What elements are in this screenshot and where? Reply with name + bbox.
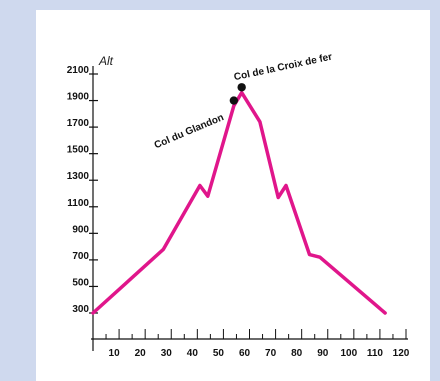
y-tick-label: 900 bbox=[72, 224, 89, 235]
chart-panel: 300 500 700 900 1100 1300 1500 1700 1900 2100 10 2… bbox=[36, 10, 430, 381]
y-tick-label: 1700 bbox=[67, 118, 90, 129]
y-tick-label: 700 bbox=[72, 251, 89, 262]
x-tick-label: 40 bbox=[187, 348, 199, 359]
summit-label: Col du Glandon bbox=[153, 112, 226, 151]
x-tick-label: 80 bbox=[291, 348, 303, 359]
x-tick-label: 100 bbox=[340, 348, 357, 359]
y-tick-label: 1500 bbox=[67, 145, 90, 156]
x-tick-label: 30 bbox=[161, 348, 173, 359]
x-tick-label: 120 bbox=[393, 348, 410, 359]
y-tick-label: 1300 bbox=[67, 171, 90, 182]
x-tick-label: 90 bbox=[317, 348, 329, 359]
x-tick-label: 70 bbox=[265, 348, 277, 359]
x-tick-label: 110 bbox=[367, 348, 384, 359]
y-tick-label: 2100 bbox=[67, 65, 90, 76]
summit-dot bbox=[229, 96, 239, 105]
y-tick-label: 1900 bbox=[67, 92, 90, 103]
x-tick-label: 10 bbox=[109, 348, 121, 359]
x-tick-label: 50 bbox=[213, 348, 225, 359]
altitude-profile-chart: 300 500 700 900 1100 1300 1500 1700 1900 2100 10 2… bbox=[67, 52, 410, 359]
x-ticks: 10 20 30 40 50 60 70 80 90 100 110 120 bbox=[92, 329, 410, 359]
y-axis-title: Alt bbox=[98, 54, 114, 68]
y-tick-label: 1100 bbox=[67, 198, 89, 209]
y-tick-label: 300 bbox=[72, 304, 89, 315]
axes bbox=[91, 66, 408, 351]
summit-label: Col de la Croix de fer bbox=[233, 52, 333, 84]
x-tick-label: 60 bbox=[239, 348, 251, 359]
altitude-profile-line bbox=[91, 90, 387, 315]
y-tick-label: 500 bbox=[72, 277, 89, 288]
summit-dot bbox=[237, 83, 246, 92]
y-ticks: 300 500 700 900 1100 1300 1500 1700 1900 2100 bbox=[67, 65, 98, 315]
x-tick-label: 20 bbox=[135, 348, 147, 359]
